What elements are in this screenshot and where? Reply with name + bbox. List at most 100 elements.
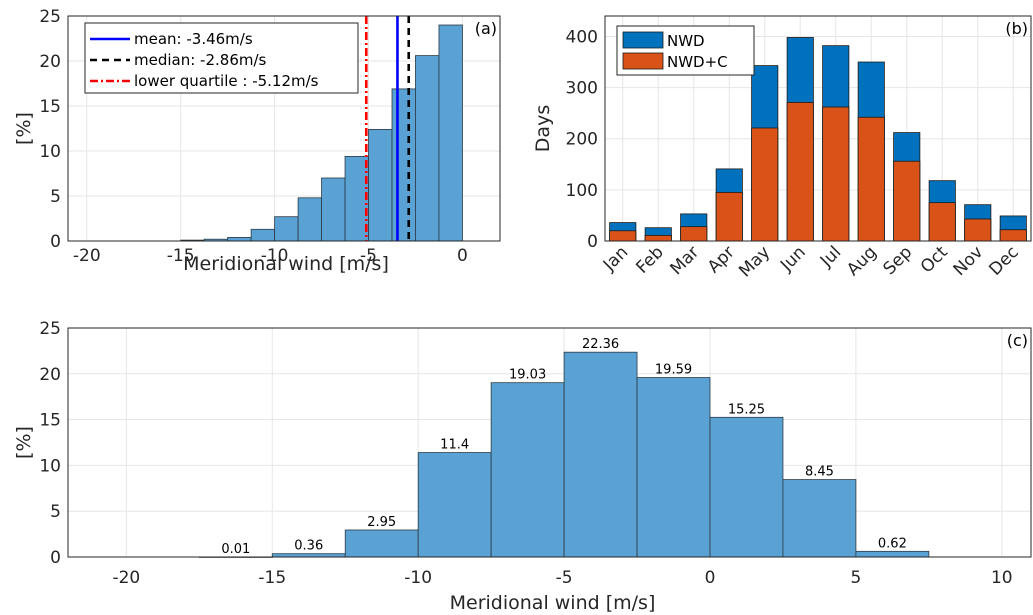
x-tick-label: Jun — [776, 242, 810, 276]
x-tick-label: -20 — [112, 568, 140, 588]
y-tick-label: 300 — [566, 79, 598, 99]
histogram-bar — [344, 529, 419, 558]
bar-nwd-c — [644, 234, 672, 242]
panel-label: (a) — [475, 19, 497, 38]
x-tick-label: 0 — [457, 246, 468, 266]
legend-label: lower quartile : -5.12m/s — [134, 72, 319, 90]
data-label: 0.62 — [878, 536, 907, 551]
histogram-bar — [227, 236, 252, 242]
x-tick-label: -5 — [556, 568, 573, 588]
x-tick-label: -10 — [261, 246, 289, 266]
legend-swatch — [622, 52, 664, 70]
x-tick-label: Sep — [879, 242, 916, 279]
data-label: 2.95 — [367, 515, 396, 530]
histogram-bar — [391, 88, 416, 242]
x-axis-label: Meridional wind [m/s] — [450, 592, 656, 614]
x-tick-label: 0 — [705, 568, 716, 588]
bar-nwd-c — [786, 102, 814, 242]
panel-a: -20 -15 -10 -5 0 0 5 10 15 20 25 Meridional wind [m… — [13, 7, 501, 275]
bar-nwd-c — [893, 160, 921, 242]
x-tick-label: Aug — [843, 242, 881, 280]
histogram-bar — [274, 216, 299, 242]
data-label: 11.4 — [440, 438, 469, 453]
histogram-bar — [417, 452, 492, 558]
y-tick-label: 15 — [39, 411, 61, 431]
axes-box — [67, 327, 1032, 558]
panel-label: (c) — [1007, 331, 1028, 350]
histogram-bar — [855, 550, 930, 558]
legend-label: NWD — [667, 32, 705, 50]
bar-nwd-c — [680, 226, 708, 242]
data-label: 19.59 — [655, 363, 692, 378]
x-tick-label: 5 — [850, 568, 861, 588]
data-label: 8.45 — [805, 465, 834, 480]
y-tick-label: 10 — [39, 142, 61, 162]
y-axis-label: [%] — [13, 426, 35, 459]
bar-nwd-c — [857, 116, 885, 242]
axes-box — [67, 15, 501, 242]
legend-label: mean: -3.46m/s — [134, 30, 253, 48]
legend-label: NWD+C — [667, 53, 728, 71]
x-tick-label: Apr — [704, 242, 739, 277]
histogram-bar — [636, 377, 711, 558]
x-tick-label: May — [735, 242, 774, 281]
x-tick-label: Oct — [917, 242, 952, 277]
data-label: 0.36 — [294, 539, 323, 554]
bar-nwd-c — [715, 192, 743, 242]
x-tick-label: Feb — [632, 242, 667, 277]
y-tick-label: 0 — [587, 232, 598, 252]
x-tick-label: Dec — [985, 242, 1022, 279]
y-tick-label: 400 — [566, 27, 598, 47]
legend: NWD NWD+C — [616, 25, 755, 76]
bar-nwd-c — [609, 230, 637, 242]
y-tick-label: 0 — [50, 232, 61, 252]
legend-box — [84, 22, 359, 94]
x-tick-label: -15 — [167, 246, 195, 266]
y-tick-label: 200 — [566, 130, 598, 150]
histogram-bar — [490, 382, 565, 558]
y-tick-label: 15 — [39, 97, 61, 117]
legend-swatch — [622, 31, 664, 49]
bar-nwd-c — [822, 106, 850, 242]
data-label: 15.25 — [728, 402, 765, 417]
histogram-bar — [782, 479, 857, 558]
panel-label: (b) — [1005, 19, 1028, 38]
data-label: 19.03 — [509, 368, 546, 383]
x-tick-label: -10 — [404, 568, 432, 588]
axes-box — [604, 15, 1032, 242]
y-tick-label: 20 — [39, 365, 61, 385]
x-tick-label: Nov — [950, 242, 988, 280]
histogram-bar — [321, 177, 346, 242]
x-tick-label: Jul — [816, 242, 845, 271]
legend-label: median: -2.86m/s — [134, 51, 267, 69]
histogram-bar — [368, 128, 393, 242]
histogram-bar — [297, 197, 322, 242]
bar-nwd-c — [999, 229, 1027, 242]
histogram-bar — [438, 24, 463, 242]
histogram-bar — [250, 228, 276, 242]
x-tick-label: Mar — [666, 242, 703, 279]
y-tick-label: 20 — [39, 52, 61, 72]
y-tick-label: 10 — [39, 456, 61, 476]
histogram-bar — [563, 351, 638, 558]
x-tick-label: 10 — [991, 568, 1013, 588]
bar-nwd-c — [964, 218, 992, 242]
y-tick-label: 100 — [566, 181, 598, 201]
bar-nwd-c — [928, 202, 956, 242]
x-axis-label: Meridional wind [m/s] — [183, 253, 389, 275]
x-tick-label: -20 — [73, 246, 101, 266]
x-tick-label: -15 — [258, 568, 286, 588]
data-label: 22.36 — [582, 337, 619, 352]
panel-c: 0.01 0.36 2.95 11.4 19.03 22.36 19.59 15.25 8.45… — [13, 319, 1032, 614]
bar-nwd-c — [751, 127, 779, 242]
histogram-bar — [415, 55, 440, 242]
y-tick-label: 25 — [39, 319, 61, 339]
y-tick-label: 5 — [50, 502, 61, 522]
legend: mean: -3.46m/s median: -2.86m/s lower quar… — [84, 22, 359, 94]
data-label: 0.01 — [221, 542, 250, 557]
x-tick-label: Jan — [599, 242, 632, 275]
y-tick-label: 0 — [50, 548, 61, 568]
y-tick-label: 25 — [39, 7, 61, 27]
